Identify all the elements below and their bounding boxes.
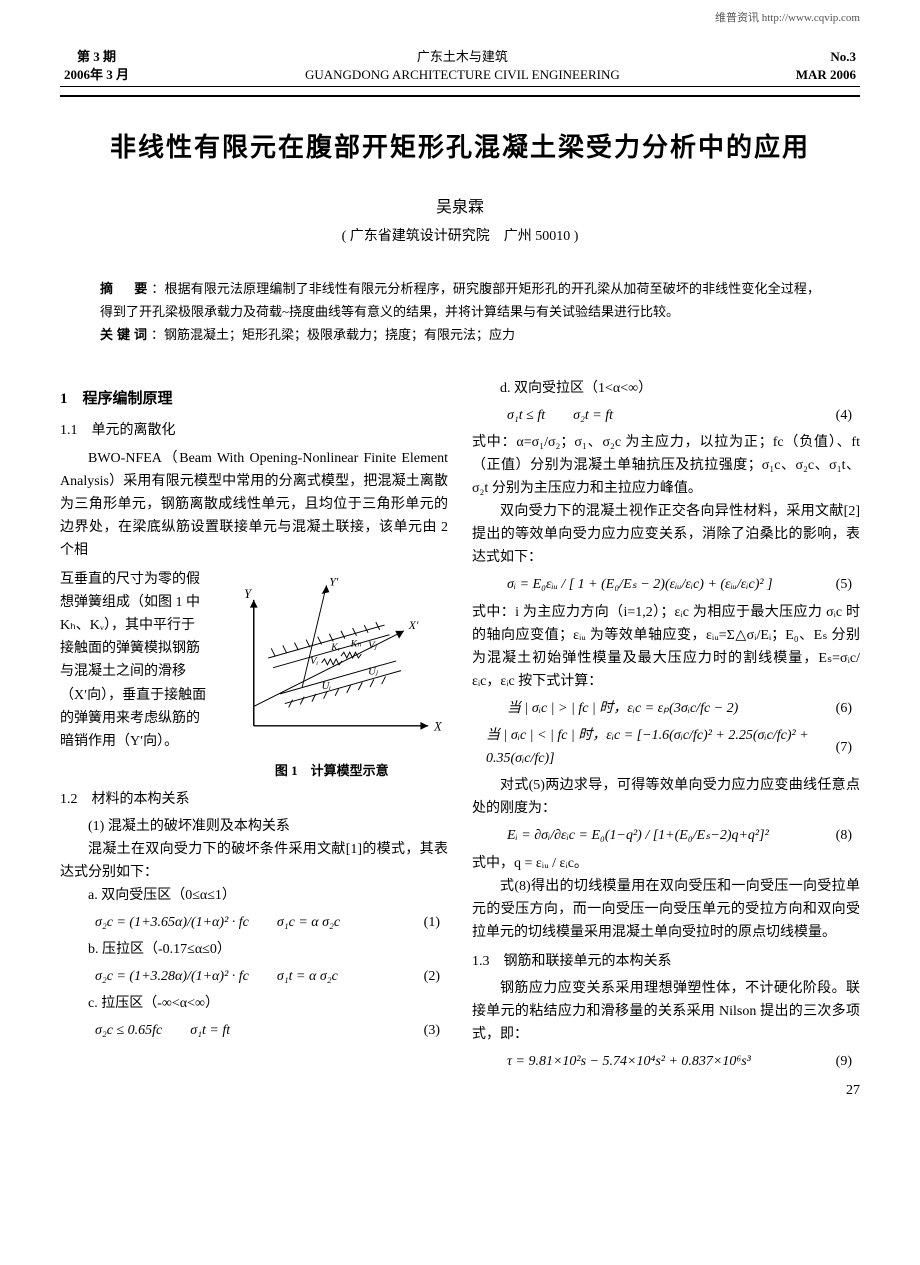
eq4-num: (4) (836, 404, 852, 427)
case-d: d. 双向受拉区（1<α<∞） (472, 377, 860, 400)
page-header: 第 3 期 2006年 3 月 广东土木与建筑 GUANGDONG ARCHIT… (60, 48, 860, 97)
case-c: c. 拉压区（-∞<α<∞） (60, 992, 448, 1015)
fig-text-row: 互垂直的尺寸为零的假想弹簧组成（如图 1 中 Kₕ、Kᵥ），其中平行于接触面的弹… (60, 568, 448, 782)
sec-1-3: 1.3 钢筋和联接单元的本构关系 (472, 950, 860, 973)
eq-1: σ₂c = (1+3.65α)/(1+α)² · fc σ₁c = α σ₂c … (60, 911, 448, 934)
top-link: 维普资讯 http://www.cqvip.com (60, 10, 860, 28)
abstract-text: ：根据有限元法原理编制了非线性有限元分析程序，研究腹部开矩形孔的开孔梁从加荷至破… (100, 281, 820, 319)
eq7-body: 当 | σᵢc | < | fc | 时，εᵢc = [−1.6(σᵢc/fc)… (486, 724, 836, 770)
eq-6: 当 | σᵢc | > | fc | 时，εᵢc = εₚ(3σᵢc/fc − … (472, 697, 860, 720)
date-en: MAR 2006 (796, 66, 856, 84)
svg-text:Y′: Y′ (330, 575, 339, 588)
case-b: b. 压拉区（-0.17≤α≤0） (60, 938, 448, 961)
fig1-svg: X Y X′ Y′ (215, 568, 448, 748)
body-columns: 1 程序编制原理 1.1 单元的离散化 BWO-NFEA（Beam With O… (60, 377, 860, 1103)
date-cn: 2006年 3 月 (64, 66, 129, 84)
para-1-1-a: BWO-NFEA（Beam With Opening-Nonlinear Fin… (60, 447, 448, 562)
side-text: 互垂直的尺寸为零的假想弹簧组成（如图 1 中 Kₕ、Kᵥ），其中平行于接触面的弹… (60, 568, 207, 782)
eq6-num: (6) (836, 697, 852, 720)
svg-text:Uᵢ: Uᵢ (322, 681, 332, 692)
eq5-body: σᵢ = E₀εᵢᵤ / [ 1 + (E₀/Eₛ − 2)(εᵢᵤ/εᵢc) … (507, 573, 773, 596)
para-1-3: 钢筋应力应变关系采用理想弹塑性体，不计硬化阶段。联接单元的粘结应力和滑移量的关系… (472, 977, 860, 1046)
header-center: 广东土木与建筑 GUANGDONG ARCHITECTURE CIVIL ENG… (305, 48, 620, 84)
eq4-body: σ₁t ≤ ft σ₂t = ft (507, 404, 613, 427)
svg-text:Y: Y (245, 587, 254, 601)
case-a: a. 双向受压区（0≤α≤1） (60, 884, 448, 907)
para-biaxial: 双向受力下的混凝土视作正交各向异性材料，采用文献[2]提出的等效单向受力应力应变… (472, 500, 860, 569)
author: 吴泉霖 (60, 195, 860, 221)
svg-text:Uⱼ: Uⱼ (369, 667, 380, 678)
left-column: 1 程序编制原理 1.1 单元的离散化 BWO-NFEA（Beam With O… (60, 377, 448, 1103)
eq1-body: σ₂c = (1+3.65α)/(1+α)² · fc σ₁c = α σ₂c (95, 911, 340, 934)
eq3-body: σ₂c ≤ 0.65fc σ₁t = ft (95, 1019, 230, 1042)
fig1-caption: 图 1 计算模型示意 (215, 760, 448, 781)
eq9-body: τ = 9.81×10²s − 5.74×10⁴s² + 0.837×10⁶s³ (507, 1050, 751, 1073)
header-left: 第 3 期 2006年 3 月 (64, 48, 129, 84)
para-explain: 式中：α=σ₁/σ₂；σ₁、σ₂c 为主应力，以拉为正；fc（负值）、ft（正值… (472, 431, 860, 500)
affiliation: ( 广东省建筑设计研究院 广州 50010 ) (60, 226, 860, 248)
keywords-label: 关键词 (100, 327, 151, 342)
sec-1: 1 程序编制原理 (60, 387, 448, 412)
page-number: 27 (472, 1079, 860, 1102)
eq-8: Eᵢ = ∂σᵢ/∂εᵢc = E₀(1−q²) / [1+(E₀/Eₛ−2)q… (472, 824, 860, 847)
eq-9: τ = 9.81×10²s − 5.74×10⁴s² + 0.837×10⁶s³… (472, 1050, 860, 1073)
eq-7: 当 | σᵢc | < | fc | 时，εᵢc = [−1.6(σᵢc/fc)… (472, 724, 860, 770)
para-1-2-b: 混凝土在双向受力下的破坏条件采用文献[1]的模式，其表达式分别如下： (60, 838, 448, 884)
svg-text:Vᵢ: Vᵢ (310, 656, 318, 667)
journal-cn: 广东土木与建筑 (305, 48, 620, 66)
para-deriv: 对式(5)两边求导，可得等效单向受力应力应变曲线任意点处的刚度为： (472, 774, 860, 820)
eq7-num: (7) (836, 736, 852, 759)
eq6-body: 当 | σᵢc | > | fc | 时，εᵢc = εₚ(3σᵢc/fc − … (507, 697, 738, 720)
para-q: 式中，q = εᵢᵤ / εᵢc。 (472, 852, 860, 875)
eq-3: σ₂c ≤ 0.65fc σ₁t = ft (3) (60, 1019, 448, 1042)
journal-en: GUANGDONG ARCHITECTURE CIVIL ENGINEERING (305, 66, 620, 84)
eq-2: σ₂c = (1+3.28α)/(1+α)² · fc σ₁t = α σ₂c … (60, 965, 448, 988)
issue-cn: 第 3 期 (64, 48, 129, 66)
sec-1-1: 1.1 单元的离散化 (60, 419, 448, 442)
sec-1-2: 1.2 材料的本构关系 (60, 788, 448, 811)
eq2-body: σ₂c = (1+3.28α)/(1+α)² · fc σ₁t = α σ₂c (95, 965, 338, 988)
header-right: No.3 MAR 2006 (796, 48, 856, 84)
eq-4: σ₁t ≤ ft σ₂t = ft (4) (472, 404, 860, 427)
eq5-num: (5) (836, 573, 852, 596)
keywords-text: ：钢筋混凝土；矩形孔梁；极限承载力；挠度；有限元法；应力 (151, 327, 515, 342)
abstract-block: 摘 要：根据有限元法原理编制了非线性有限元分析程序，研究腹部开矩形孔的开孔梁从加… (100, 277, 820, 347)
eq8-num: (8) (836, 824, 852, 847)
eq8-body: Eᵢ = ∂σᵢ/∂εᵢc = E₀(1−q²) / [1+(E₀/Eₛ−2)q… (507, 824, 769, 847)
eq1-num: (1) (424, 911, 440, 934)
eq3-num: (3) (424, 1019, 440, 1042)
svg-text:Vⱼ: Vⱼ (369, 640, 378, 651)
eq9-num: (9) (836, 1050, 852, 1073)
svg-text:Kₕ: Kₕ (350, 638, 361, 649)
issue-en: No.3 (796, 48, 856, 66)
eq-5: σᵢ = E₀εᵢᵤ / [ 1 + (E₀/Eₛ − 2)(εᵢᵤ/εᵢc) … (472, 573, 860, 596)
right-column: d. 双向受拉区（1<α<∞） σ₁t ≤ ft σ₂t = ft (4) 式中… (472, 377, 860, 1103)
eq2-num: (2) (424, 965, 440, 988)
para-tan: 式(8)得出的切线模量用在双向受压和一向受压一向受拉单元的受压方向，而一向受压一… (472, 875, 860, 944)
figure-1: X Y X′ Y′ (215, 568, 448, 782)
svg-text:X: X (433, 720, 443, 734)
para-iu: 式中：i 为主应力方向（i=1,2）；εᵢc 为相应于最大压应力 σᵢc 时的轴… (472, 601, 860, 693)
abstract-label: 摘 要 (100, 281, 151, 296)
para-1-2-a: (1) 混凝土的破坏准则及本构关系 (60, 815, 448, 838)
svg-text:X′: X′ (408, 619, 419, 632)
paper-title: 非线性有限元在腹部开矩形孔混凝土梁受力分析中的应用 (60, 127, 860, 169)
svg-text:Kᵥ: Kᵥ (331, 642, 341, 653)
